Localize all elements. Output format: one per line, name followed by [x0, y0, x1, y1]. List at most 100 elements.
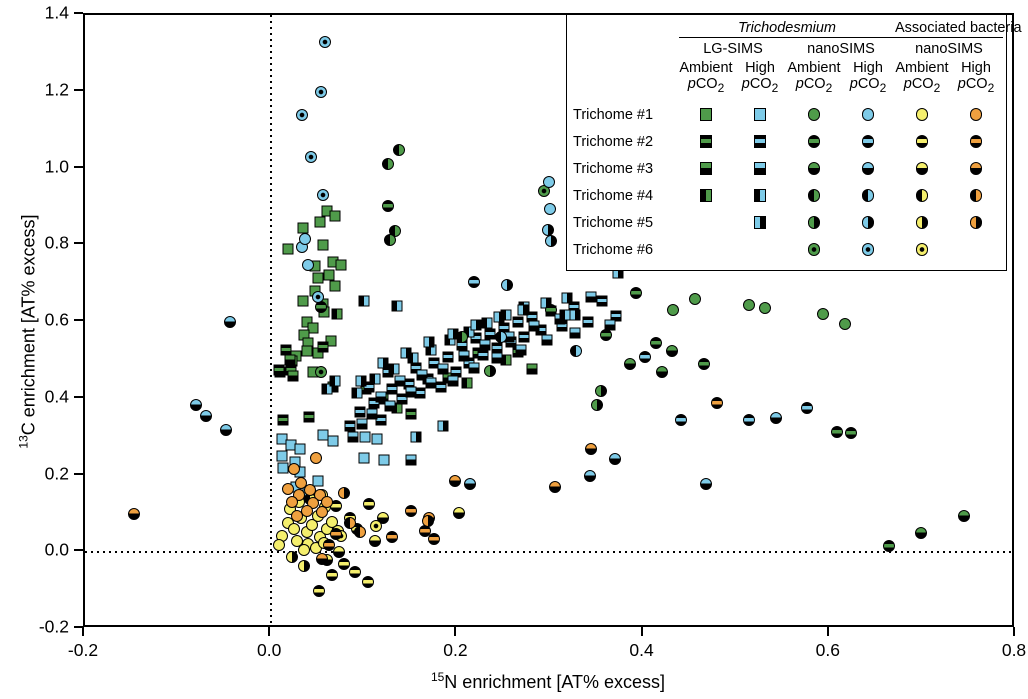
circle-marker-icon	[969, 162, 983, 175]
data-point	[359, 431, 371, 443]
data-point	[407, 352, 419, 364]
data-point	[665, 344, 678, 357]
data-point	[518, 331, 530, 343]
data-point	[405, 408, 417, 420]
data-point	[325, 515, 338, 528]
data-point	[369, 373, 381, 385]
circle-marker-icon	[807, 243, 821, 256]
data-point	[491, 352, 503, 364]
legend-method-label: nanoSIMS	[915, 41, 983, 57]
legend-row-label: Trichome #6	[573, 241, 654, 258]
legend-marker-cell	[787, 101, 841, 128]
data-point	[378, 454, 390, 466]
data-point	[315, 85, 328, 98]
legend-marker-cell	[841, 128, 895, 155]
data-point	[583, 470, 596, 483]
data-point	[276, 433, 288, 445]
data-point	[323, 269, 335, 281]
data-point	[284, 354, 296, 366]
data-point	[381, 200, 394, 213]
legend-condition-label: Ambient pCO2	[679, 60, 733, 95]
circle-marker-icon	[915, 162, 929, 175]
y-axis-tick	[74, 88, 83, 91]
data-point	[321, 383, 333, 395]
data-point	[667, 304, 680, 317]
data-point	[649, 337, 662, 350]
x-axis-tick-label: 0.0	[257, 640, 282, 660]
data-point	[353, 526, 366, 539]
legend-marker-cell	[949, 101, 1003, 128]
data-point	[347, 431, 359, 443]
data-point	[594, 385, 607, 398]
circle-marker-icon	[969, 189, 983, 202]
data-point	[541, 223, 554, 236]
data-point	[479, 339, 491, 351]
data-point	[544, 235, 557, 248]
data-point	[542, 175, 555, 188]
legend-method-label: nanoSIMS	[807, 41, 875, 57]
data-point	[337, 486, 350, 499]
data-point	[276, 450, 288, 462]
data-point	[528, 320, 540, 332]
data-point	[742, 414, 755, 427]
x-axis-tick	[454, 627, 457, 636]
data-point	[405, 454, 417, 466]
data-point	[711, 396, 724, 409]
data-point	[295, 108, 308, 121]
circle-marker-icon	[861, 216, 875, 229]
legend-method-label: LG-SIMS	[703, 41, 763, 57]
square-marker-icon	[753, 162, 767, 175]
data-point	[600, 329, 613, 342]
legend-group-title: Associated bacteria	[895, 20, 1022, 38]
data-point	[742, 298, 755, 311]
data-point	[758, 301, 771, 314]
y-axis-tick	[74, 165, 83, 168]
data-point	[327, 435, 339, 447]
legend-marker-cell	[787, 128, 841, 155]
data-point	[447, 375, 459, 387]
data-point	[288, 523, 301, 536]
y-axis-tick-label: 1.4	[44, 2, 69, 23]
data-point	[493, 311, 505, 323]
data-point	[442, 351, 454, 363]
data-point	[322, 538, 335, 551]
y-axis-tick-label: 1.2	[44, 79, 69, 100]
data-point	[344, 420, 356, 432]
circle-marker-icon	[969, 135, 983, 148]
legend-marker-cell	[679, 236, 733, 263]
data-point	[297, 559, 310, 572]
data-point	[463, 478, 476, 491]
data-point	[381, 157, 394, 170]
legend-row-label: Trichome #4	[573, 187, 654, 204]
data-point	[569, 327, 581, 339]
data-point	[477, 349, 489, 361]
legend-grid: Trichodesmium Associated bacteria LG-SIMS n…	[573, 20, 1022, 263]
data-point	[453, 507, 466, 520]
data-point	[838, 318, 851, 331]
data-point	[280, 344, 292, 356]
zero-line-horizontal	[85, 551, 1012, 554]
legend-condition-label: Ambient pCO2	[895, 60, 949, 95]
data-point	[309, 452, 322, 465]
legend-condition-label: High pCO2	[741, 60, 779, 95]
data-point	[405, 386, 417, 398]
legend-row-label: Trichome #1	[573, 106, 654, 123]
data-point	[831, 426, 844, 439]
data-point	[287, 370, 299, 382]
legend-marker-cell	[895, 101, 949, 128]
legend-condition-label: Ambient pCO2	[787, 60, 841, 95]
square-marker-icon	[753, 108, 767, 121]
square-marker-icon	[753, 216, 767, 229]
data-point	[287, 462, 300, 475]
data-point	[348, 566, 361, 579]
y-axis-tick-label: 0.6	[44, 309, 69, 330]
data-point	[404, 505, 417, 518]
data-point	[362, 498, 375, 511]
data-point	[769, 412, 782, 425]
legend-marker-cell	[841, 155, 895, 182]
data-point	[591, 398, 604, 411]
circle-marker-icon	[807, 135, 821, 148]
data-point	[337, 557, 350, 570]
circle-marker-icon	[807, 216, 821, 229]
data-point	[388, 363, 400, 375]
